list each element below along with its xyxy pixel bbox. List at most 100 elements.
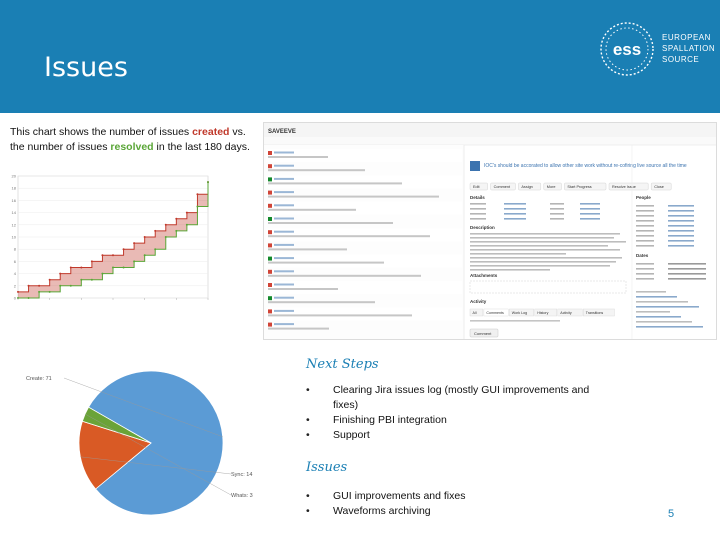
issue-key (274, 177, 294, 180)
jira-action-buttons: Edit Comment Assign More Start Progress Resol… (469, 182, 672, 191)
jira-details-fields (470, 203, 600, 220)
side-field-label (636, 245, 654, 247)
next-steps-heading: Next Steps (306, 357, 379, 372)
issue-key (274, 217, 294, 220)
description-line (470, 269, 550, 271)
y-tick-label: 16 (12, 198, 17, 203)
issue-type-icon (268, 164, 272, 169)
y-tick-label: 4 (14, 271, 17, 276)
data-point (59, 272, 62, 275)
issue-summary (268, 208, 356, 211)
issue-type-icon (268, 256, 272, 261)
jira-issue-screenshot: SAVEEVE IOC's should be accorated to all… (263, 122, 717, 340)
data-point (154, 229, 157, 232)
jira-action-button-label: Edit (473, 185, 480, 189)
data-point (122, 248, 125, 251)
field-value (504, 218, 526, 220)
data-point (122, 266, 125, 269)
description-line (470, 257, 622, 259)
list-item: GUI improvements and fixes (306, 489, 606, 504)
jira-action-button-label: Start Progress (567, 185, 591, 189)
issue-key (274, 243, 294, 246)
side-field-value (668, 273, 706, 275)
issue-summary (268, 288, 338, 290)
issue-summary (268, 327, 329, 330)
data-point (80, 278, 83, 281)
side-field-label (636, 220, 654, 222)
issue-summary (268, 248, 347, 251)
issue-key (274, 191, 294, 194)
data-point (175, 217, 178, 220)
field-label (470, 208, 486, 210)
list-item: Finishing PBI integration (306, 413, 606, 428)
jira-issue-title: IOC's should be accorated to allow other… (484, 163, 687, 169)
list-item (266, 307, 462, 321)
y-tick-label: 0 (14, 296, 17, 301)
issue-key (274, 151, 294, 154)
side-field-label (636, 215, 654, 217)
side-field-line (636, 291, 666, 293)
side-field-label (636, 263, 654, 265)
data-point (80, 266, 83, 269)
jira-activity-tab-label: Work Log (512, 311, 527, 315)
side-field-line (636, 316, 681, 318)
activity-line (470, 320, 560, 322)
issue-key (274, 257, 294, 260)
intro-part: This chart shows the number of issues (10, 126, 193, 138)
issues-list: GUI improvements and fixes Waveforms arc… (306, 489, 606, 519)
data-point (112, 254, 114, 257)
data-point (27, 297, 30, 299)
issue-key (274, 283, 294, 286)
issue-summary (268, 235, 430, 238)
project-avatar-icon (470, 161, 480, 171)
issue-summary (268, 182, 402, 185)
jira-activity-tab (483, 308, 509, 317)
jira-comment-button-label: Comment (474, 331, 492, 336)
jira-toolbar-title: SAVEEVE (268, 129, 296, 135)
organization-line: SOURCE (662, 55, 700, 64)
issue-type-icon (268, 309, 272, 314)
jira-details-label: Details (470, 195, 485, 200)
gap-area (18, 182, 208, 298)
intro-part: in the last 180 days. (153, 141, 250, 153)
y-tick-label: 18 (12, 186, 17, 191)
issue-type-icon (268, 203, 272, 208)
jira-activity-tab-label: Transitions (586, 311, 604, 315)
data-point (133, 260, 136, 263)
side-field-value (668, 235, 694, 237)
organization-line: SPALLATION (662, 44, 716, 53)
issue-key (274, 204, 294, 207)
field-value (580, 203, 600, 205)
data-point (48, 278, 51, 281)
list-item (266, 149, 462, 162)
jira-comment-button (469, 328, 499, 338)
description-line (470, 249, 620, 251)
jira-activity-tab-label: History (537, 311, 548, 315)
issue-key (274, 164, 294, 167)
y-tick-label: 14 (12, 210, 17, 215)
jira-activity-tab-label: All (473, 311, 477, 315)
ess-logo-icon: ess (600, 22, 654, 76)
data-point (17, 290, 19, 293)
pie-slice (81, 406, 152, 444)
organization-name: EUROPEAN SPALLATION SOURCE (662, 32, 715, 65)
description-line (470, 265, 610, 267)
issue-summary (268, 301, 375, 304)
jira-description-label: Description (470, 225, 495, 230)
issue-type-icon (268, 269, 272, 274)
field-value (580, 213, 600, 215)
data-point (196, 205, 199, 208)
data-point (185, 211, 188, 214)
field-value (504, 203, 526, 205)
issue-summary (268, 314, 412, 317)
issue-type-icon (268, 296, 272, 301)
series-line-created (18, 182, 209, 293)
description-line (470, 253, 566, 255)
jira-activity-tab-label: Activity (560, 311, 572, 315)
side-field-value (668, 263, 706, 265)
data-point (38, 284, 41, 287)
field-value (504, 213, 526, 215)
created-label: created (192, 126, 230, 138)
side-field-line (636, 326, 703, 328)
resolved-label: resolved (110, 141, 154, 153)
